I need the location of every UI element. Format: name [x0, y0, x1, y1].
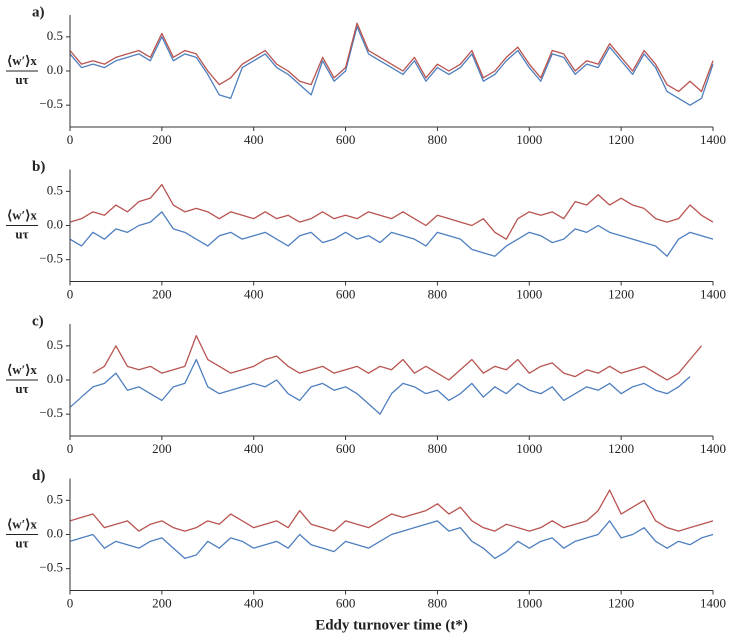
- y-tick-label: 0.5: [47, 28, 63, 43]
- x-tick-label: 200: [152, 441, 172, 456]
- x-tick-label: 600: [336, 132, 356, 147]
- x-tick-label: 400: [244, 595, 264, 610]
- x-tick-label: 200: [152, 286, 172, 301]
- y-label-top: ⟨w′⟩x: [7, 362, 37, 377]
- x-tick-label: 0: [67, 286, 74, 301]
- x-tick-label: 1200: [608, 441, 634, 456]
- x-tick-label: 1400: [700, 595, 726, 610]
- x-tick-label: 0: [67, 132, 74, 147]
- series-line: [92, 334, 703, 381]
- series-line: [69, 520, 714, 560]
- x-tick-label: 200: [152, 132, 172, 147]
- x-axis-label: Eddy turnover time (t*): [315, 617, 468, 633]
- panel-label: c): [32, 313, 44, 329]
- x-tick-label: 1400: [700, 132, 726, 147]
- x-tick-label: 1000: [516, 441, 542, 456]
- y-tick-label: 0.0: [47, 216, 63, 231]
- y-tick-label: −0.5: [39, 560, 63, 575]
- y-tick-label: −0.5: [39, 405, 63, 420]
- x-tick-label: 800: [428, 595, 448, 610]
- x-tick-label: 1200: [608, 595, 634, 610]
- x-tick-label: 600: [336, 441, 356, 456]
- y-tick-label: 0.0: [47, 62, 63, 77]
- x-tick-label: 800: [428, 441, 448, 456]
- x-tick-label: 600: [336, 286, 356, 301]
- y-label-top: ⟨w′⟩x: [7, 207, 37, 222]
- x-tick-label: 1200: [608, 132, 634, 147]
- y-label-top: ⟨w′⟩x: [7, 53, 37, 68]
- series-line: [69, 489, 714, 532]
- x-tick-label: 1400: [700, 286, 726, 301]
- x-tick-label: 1000: [516, 286, 542, 301]
- x-tick-label: 1000: [516, 595, 542, 610]
- panel-label: a): [32, 4, 45, 20]
- y-label-top: ⟨w′⟩x: [7, 516, 37, 531]
- y-label-bottom: uτ: [15, 535, 28, 550]
- panel-label: d): [32, 468, 45, 484]
- x-tick-label: 600: [336, 595, 356, 610]
- x-tick-label: 400: [244, 441, 264, 456]
- y-label-bottom: uτ: [15, 381, 28, 396]
- y-tick-label: 0.5: [47, 337, 63, 352]
- series-line: [69, 183, 714, 240]
- x-tick-label: 400: [244, 132, 264, 147]
- x-tick-label: 0: [67, 595, 74, 610]
- x-tick-label: 800: [428, 286, 448, 301]
- x-tick-label: 400: [244, 286, 264, 301]
- y-tick-label: 0.5: [47, 491, 63, 506]
- y-tick-label: 0.0: [47, 525, 63, 540]
- y-label-bottom: uτ: [15, 226, 28, 241]
- y-tick-label: −0.5: [39, 96, 63, 111]
- series-line: [69, 358, 691, 415]
- x-tick-label: 200: [152, 595, 172, 610]
- x-tick-label: 0: [67, 441, 74, 456]
- series-line: [69, 25, 714, 106]
- x-tick-label: 1200: [608, 286, 634, 301]
- series-line: [69, 22, 714, 93]
- series-line: [69, 211, 714, 257]
- y-tick-label: 0.5: [47, 182, 63, 197]
- x-tick-label: 1400: [700, 441, 726, 456]
- y-tick-label: 0.0: [47, 371, 63, 386]
- y-label-bottom: uτ: [15, 72, 28, 87]
- x-tick-label: 1000: [516, 132, 542, 147]
- y-tick-label: −0.5: [39, 251, 63, 266]
- x-tick-label: 800: [428, 132, 448, 147]
- panel-label: b): [32, 159, 45, 175]
